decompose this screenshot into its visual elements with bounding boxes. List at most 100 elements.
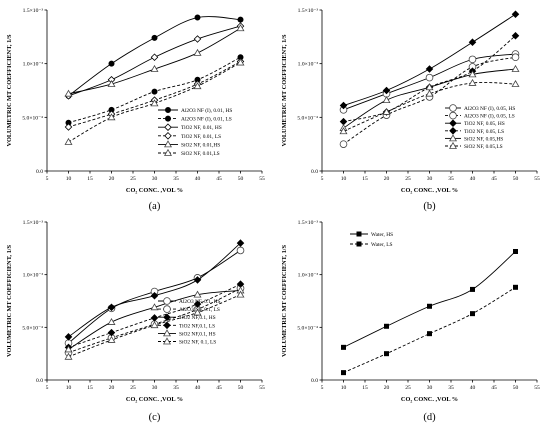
data-point [107,79,116,87]
x-tick-label: 55 [259,385,265,391]
legend-marker [164,115,171,122]
series-line [343,56,516,145]
x-tick-label: 20 [109,176,115,182]
x-tick-label: 15 [87,176,93,182]
x-tick-label: 25 [130,176,136,182]
data-point [468,70,477,78]
x-axis-label: CO₂ CONC. ,VOL % [401,396,458,403]
x-axis-label: CO₂ CONC. ,VOL % [126,187,183,194]
legend-entry: SiO2 NF, 0.01,HS [181,142,220,148]
y-axis-label: VOLUMETRIC MT COEFFICIENT, 1/S [281,34,288,146]
x-tick-label: 10 [66,385,72,391]
x-tick-label: 30 [427,385,433,391]
x-tick-label: 25 [130,385,136,391]
data-point [64,333,73,341]
x-tick-label: 20 [109,385,115,391]
data-point [236,239,245,247]
panel-label: (d) [423,412,436,423]
legend-entry: TiO2 NF,0.1, HS [179,315,216,321]
data-point [194,14,201,21]
x-tick-label: 30 [427,176,433,182]
x-tick-label: 20 [384,385,390,391]
legend-marker [449,127,457,135]
legend-entry: TiO2 NF, 0.01, LS [181,134,221,140]
y-tick-label: 0.0 [36,169,43,175]
legend-marker [356,231,362,237]
y-tick-label: 1.5×10⁻³ [298,8,319,14]
x-tick-label: 50 [513,176,519,182]
data-point [107,303,116,312]
legend-entry: Water, LS [371,242,393,248]
data-point [468,78,477,86]
y-axis-label: VOLUMETRIC MT COEFFICIENT, 1/S [6,34,13,146]
x-tick-label: 45 [491,176,497,182]
x-tick-label: 5 [321,176,324,182]
x-tick-label: 45 [491,385,497,391]
x-tick-label: 5 [321,385,324,391]
legend-entry: TiO2 NF, 0.05, HS [464,121,505,127]
legend-marker [164,148,172,156]
x-tick-label: 30 [152,176,158,182]
data-point [64,352,73,360]
series-line [343,53,516,111]
x-tick-label: 5 [46,176,49,182]
data-point [339,127,348,135]
legend-entry: Al2O3 NF, 0.1, HS [179,299,221,305]
data-point [108,60,115,67]
legend-marker [164,132,172,140]
x-tick-label: 50 [238,385,244,391]
data-point [511,10,520,19]
legend-entry: Water, HS [371,232,393,238]
y-tick-label: 1.0×10⁻³ [23,62,44,68]
legend-entry: TiO2 NF, 0.05, LS [464,129,504,135]
legend-entry: Al2O3 NF (I), 0.01, LS [181,116,232,123]
x-tick-label: 15 [362,385,368,391]
x-tick-label: 55 [259,176,265,182]
legend-marker [164,123,172,131]
data-point [425,73,434,82]
legend-marker [356,241,362,247]
data-point [107,335,116,343]
y-tick-label: 1.5×10⁻³ [23,8,44,14]
x-tick-label: 35 [173,385,179,391]
y-tick-label: 5.0×10⁻⁴ [297,115,318,121]
x-tick-label: 25 [405,385,411,391]
legend-marker [163,313,171,321]
series-line [68,62,241,143]
legend-marker [449,104,457,112]
legend-marker [163,321,171,330]
data-point [150,53,159,61]
x-tick-label: 35 [448,176,454,182]
data-point [193,308,202,316]
x-tick-label: 15 [362,176,368,182]
x-tick-label: 10 [341,176,347,182]
x-tick-label: 10 [66,176,72,182]
legend-entry: Al2O3 NF (I), 0.05, LS [464,113,515,120]
data-point [511,31,520,40]
legend-marker [163,337,171,345]
legend-entry: TiO2 NF, 0.01, HS [181,125,222,131]
x-tick-label: 55 [534,385,540,391]
data-point [513,248,518,254]
y-tick-label: 5.0×10⁻⁴ [22,325,43,331]
x-tick-label: 35 [173,176,179,182]
data-point [193,48,202,56]
legend-entry: Al2O3 NF (I), 0.05, HS [464,105,515,112]
data-point [511,53,520,62]
y-tick-label: 1.0×10⁻³ [298,273,319,279]
data-point [237,16,244,23]
legend-marker [164,140,172,148]
data-point [339,101,348,110]
y-tick-label: 0.0 [36,378,43,384]
series-line [343,35,516,123]
x-tick-label: 40 [470,176,476,182]
data-point [150,99,159,107]
legend-entry: SiO2 NF,0.1, HS [179,331,216,337]
data-point [236,58,245,66]
data-point [64,137,73,145]
data-point [236,290,245,298]
data-point [425,89,434,97]
y-tick-label: 1.5×10⁻³ [298,220,319,226]
data-point [107,317,116,325]
x-tick-label: 45 [216,385,222,391]
